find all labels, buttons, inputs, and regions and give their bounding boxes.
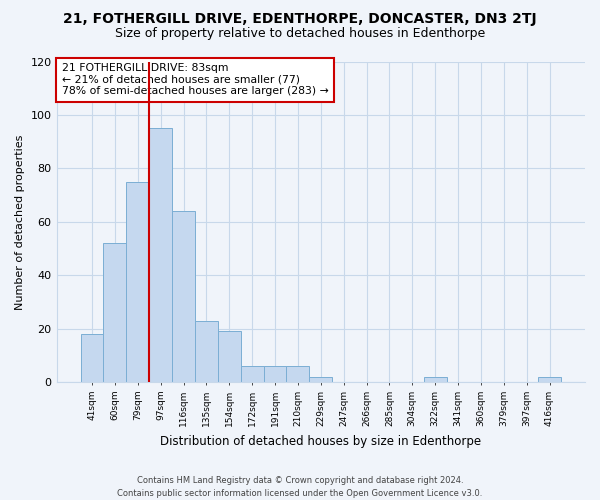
Bar	[310, 377, 332, 382]
Bar	[424, 377, 446, 382]
X-axis label: Distribution of detached houses by size in Edenthorpe: Distribution of detached houses by size …	[160, 434, 481, 448]
Bar	[218, 332, 241, 382]
Bar	[195, 320, 218, 382]
Bar	[149, 128, 172, 382]
Bar	[241, 366, 263, 382]
Y-axis label: Number of detached properties: Number of detached properties	[15, 134, 25, 310]
Bar	[538, 377, 561, 382]
Bar	[263, 366, 286, 382]
Bar	[127, 182, 149, 382]
Bar	[286, 366, 310, 382]
Text: Contains HM Land Registry data © Crown copyright and database right 2024.
Contai: Contains HM Land Registry data © Crown c…	[118, 476, 482, 498]
Bar	[80, 334, 103, 382]
Text: Size of property relative to detached houses in Edenthorpe: Size of property relative to detached ho…	[115, 28, 485, 40]
Text: 21 FOTHERGILL DRIVE: 83sqm
← 21% of detached houses are smaller (77)
78% of semi: 21 FOTHERGILL DRIVE: 83sqm ← 21% of deta…	[62, 63, 329, 96]
Bar	[103, 243, 127, 382]
Text: 21, FOTHERGILL DRIVE, EDENTHORPE, DONCASTER, DN3 2TJ: 21, FOTHERGILL DRIVE, EDENTHORPE, DONCAS…	[63, 12, 537, 26]
Bar	[172, 211, 195, 382]
